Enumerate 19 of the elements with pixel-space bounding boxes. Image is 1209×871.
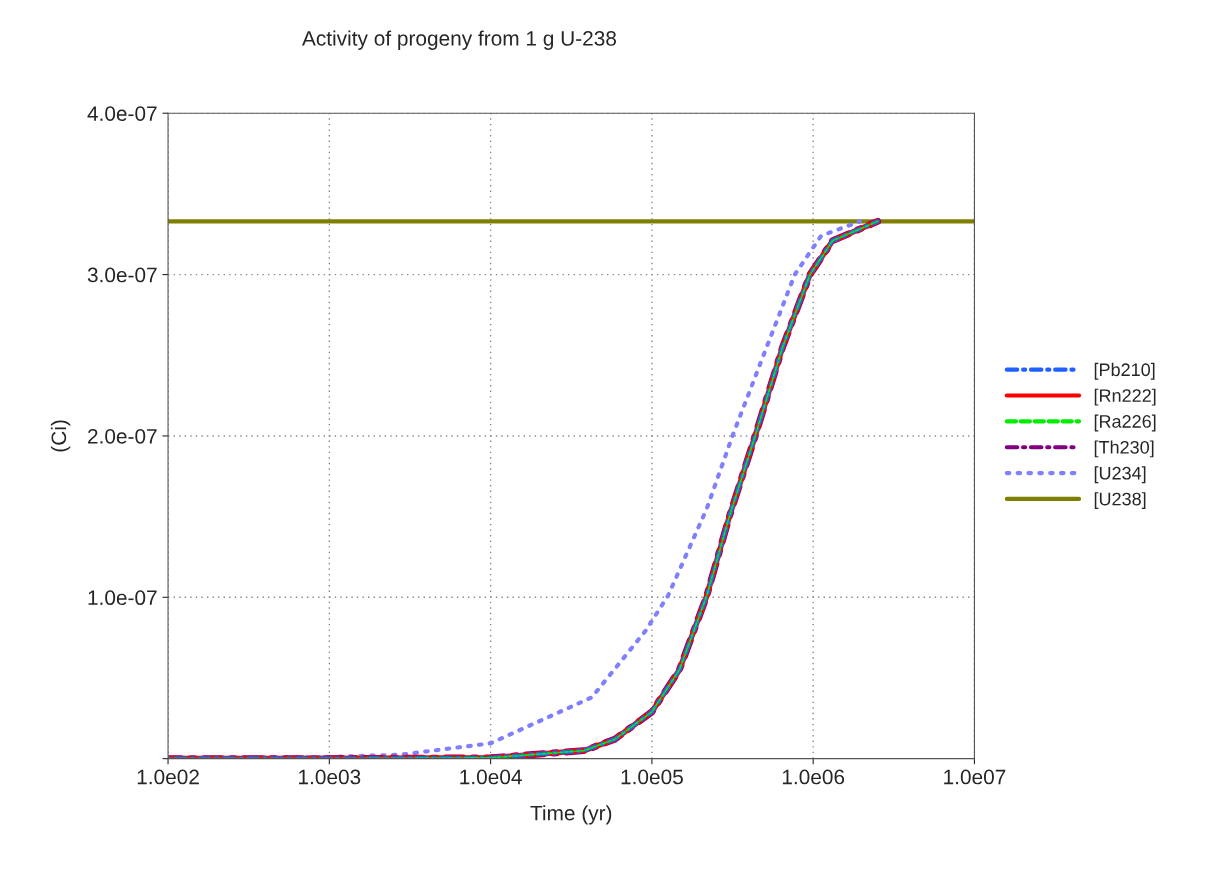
legend-label: [Th230] [1094, 440, 1154, 458]
y-tick-label: 2.0e-07 [88, 428, 157, 444]
x-tick-label: 1.0e02 [137, 769, 199, 785]
x-tick-label: 1.0e07 [944, 769, 1006, 785]
x-tick-label: 1.0e06 [782, 769, 845, 785]
y-tick-label: 3.0e-07 [87, 267, 157, 283]
y-tick-label: 4.0e-07 [87, 106, 157, 121]
chart-title: Activity of progeny from 1 g U-238 [302, 30, 616, 50]
x-tick-label: 1.0e04 [460, 769, 522, 785]
x-tick-label: 1.0e03 [299, 769, 361, 785]
legend-label: [Rn222] [1094, 388, 1156, 406]
x-axis-title: Time (yr) [530, 805, 612, 825]
x-tick-label: 1.0e05 [621, 769, 683, 785]
legend-label: [U234] [1094, 466, 1146, 484]
y-axis-title: (Ci) [50, 420, 71, 452]
legend-label: [U238] [1094, 492, 1146, 509]
y-tick-label: 1.0e-07 [88, 590, 157, 606]
legend-label: [Pb210] [1094, 362, 1155, 380]
legend-label: [Ra226] [1094, 414, 1156, 432]
